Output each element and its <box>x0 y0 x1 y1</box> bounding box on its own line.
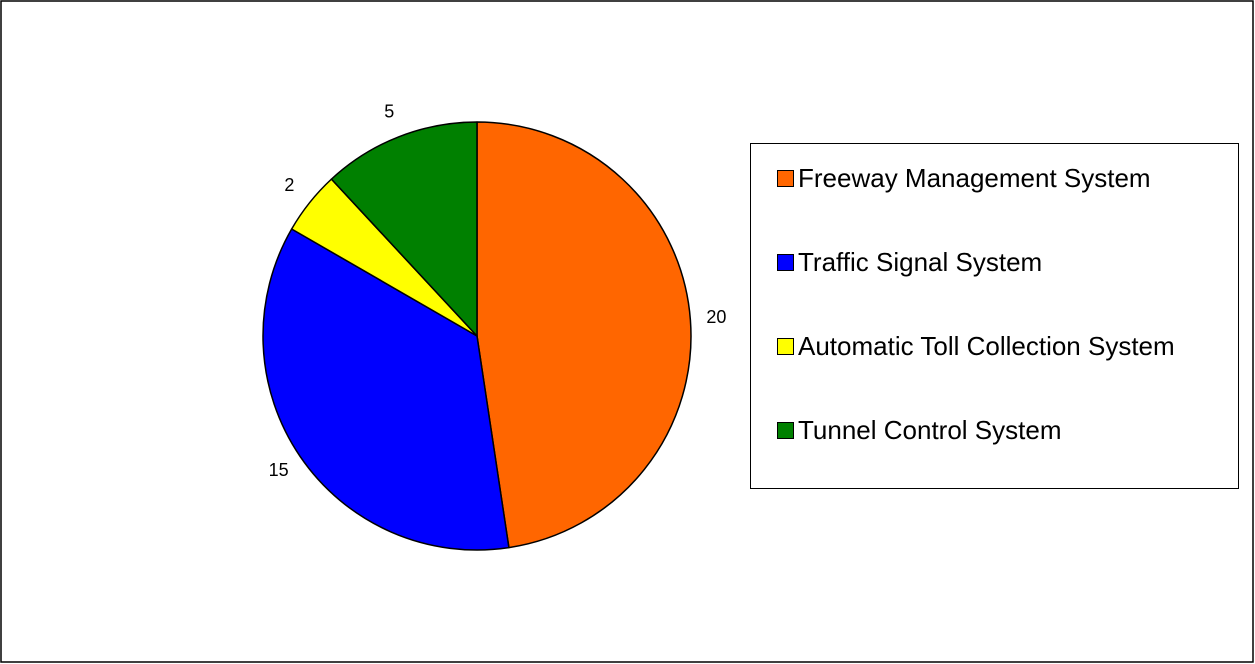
legend-label: Automatic Toll Collection System <box>798 331 1175 361</box>
legend-swatch <box>777 422 794 439</box>
legend-label: Tunnel Control System <box>798 415 1062 445</box>
data-label: 20 <box>706 307 726 327</box>
legend-item: Tunnel Control System <box>777 414 1217 446</box>
data-label: 15 <box>269 460 289 480</box>
pie-slice <box>262 228 510 551</box>
pie: 20 15 2 5 <box>262 101 726 551</box>
legend-swatch <box>777 254 794 271</box>
legend-item: Automatic Toll Collection System <box>777 330 1217 362</box>
data-label: 2 <box>284 175 294 195</box>
pie-slice <box>330 121 478 337</box>
pie-slice <box>476 121 692 549</box>
legend-label: Freeway Management System <box>798 163 1151 193</box>
legend-item: Traffic Signal System <box>777 246 1217 278</box>
legend-label: Traffic Signal System <box>798 247 1043 277</box>
legend-item: Freeway Management System <box>777 162 1217 194</box>
legend: Freeway Management System Traffic Signal … <box>750 143 1239 489</box>
legend-swatch <box>777 170 794 187</box>
data-label: 5 <box>384 101 394 121</box>
legend-swatch <box>777 338 794 355</box>
